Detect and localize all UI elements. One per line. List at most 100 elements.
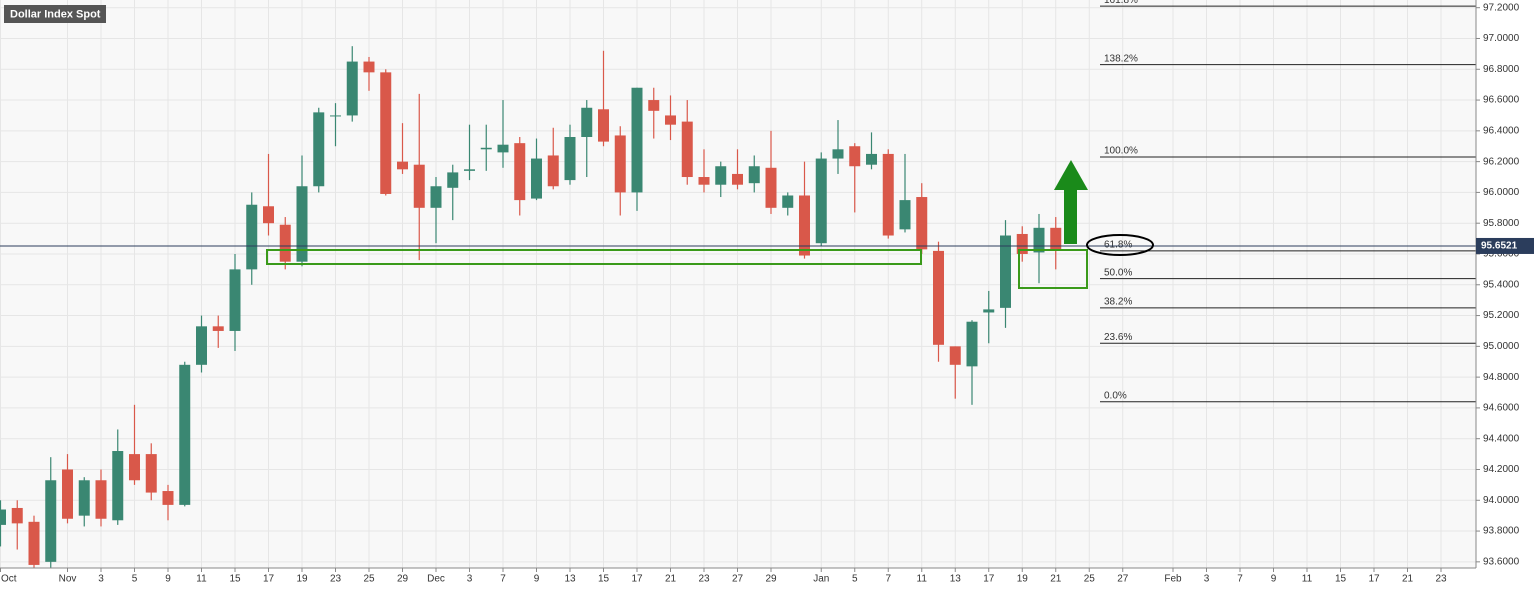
candle-body xyxy=(514,143,526,201)
candle-body xyxy=(648,100,660,111)
y-tick-label: 96.0000 xyxy=(1483,187,1520,198)
x-tick-label: Oct xyxy=(1,574,17,585)
support-box xyxy=(1018,249,1088,289)
y-tick-label: 96.8000 xyxy=(1483,64,1520,75)
candle-body xyxy=(849,146,861,167)
fib-label: 100.0% xyxy=(1104,146,1138,157)
candle-body xyxy=(447,172,459,188)
title-box xyxy=(4,5,106,23)
candle-body xyxy=(363,61,375,73)
candle-body xyxy=(765,167,777,208)
x-tick-label: 21 xyxy=(1050,574,1062,585)
x-tick-label: 9 xyxy=(165,574,171,585)
candle-body xyxy=(78,480,90,516)
candle-body xyxy=(715,166,727,185)
x-tick-label: 25 xyxy=(363,574,375,585)
x-tick-label: 21 xyxy=(1402,574,1414,585)
y-tick-label: 94.6000 xyxy=(1483,403,1520,414)
candle-body xyxy=(933,250,944,345)
candle-body xyxy=(564,136,576,181)
fib-label: 138.2% xyxy=(1104,53,1138,64)
x-tick-label: 13 xyxy=(950,574,962,585)
candle-body xyxy=(313,112,325,187)
candle-body xyxy=(983,309,995,313)
x-tick-label: 23 xyxy=(698,574,710,585)
y-tick-label: 93.8000 xyxy=(1483,526,1520,537)
highlight-ellipse xyxy=(1086,234,1154,256)
x-tick-label: 5 xyxy=(132,574,138,585)
candle-body xyxy=(145,454,157,493)
candle-body xyxy=(330,115,341,117)
candle-body xyxy=(882,153,894,236)
x-tick-label: 15 xyxy=(1335,574,1347,585)
x-tick-label: Jan xyxy=(813,574,829,585)
x-tick-label: 27 xyxy=(732,574,744,585)
y-tick-label: 94.4000 xyxy=(1483,433,1520,444)
candle-body xyxy=(681,121,693,178)
candle-body xyxy=(631,87,643,193)
chart-title: Dollar Index Spot xyxy=(10,8,101,20)
x-tick-label: 3 xyxy=(1204,574,1210,585)
candle-body xyxy=(598,109,609,142)
candle-body xyxy=(246,204,258,270)
candle-body xyxy=(430,186,442,208)
x-tick-label: Dec xyxy=(427,574,445,585)
candle-body xyxy=(832,149,844,159)
candle-body xyxy=(95,480,107,519)
y-tick-label: 95.8000 xyxy=(1483,218,1520,229)
x-tick-label: 25 xyxy=(1084,574,1096,585)
x-tick-label: 29 xyxy=(765,574,777,585)
y-tick-label: 96.2000 xyxy=(1483,156,1520,167)
candle-body xyxy=(614,135,626,193)
x-tick-label: 13 xyxy=(564,574,576,585)
candle-body xyxy=(413,164,425,208)
y-tick-label: 96.6000 xyxy=(1483,95,1520,106)
candle-body xyxy=(112,451,124,521)
candle-body xyxy=(346,61,358,116)
x-tick-label: 29 xyxy=(397,574,409,585)
x-tick-label: 17 xyxy=(631,574,643,585)
x-tick-label: 5 xyxy=(852,574,858,585)
fib-label: 23.6% xyxy=(1104,332,1132,343)
candles xyxy=(0,46,1476,568)
fib-label: 61.8% xyxy=(1104,240,1132,251)
x-tick-label: 9 xyxy=(534,574,540,585)
candle-body xyxy=(581,107,593,137)
x-tick-label: 27 xyxy=(1117,574,1129,585)
x-tick-label: 7 xyxy=(500,574,506,585)
x-tick-label: 7 xyxy=(1237,574,1243,585)
candle-body xyxy=(1000,235,1011,308)
candle-body xyxy=(279,224,291,262)
candle-body xyxy=(179,364,191,505)
x-tick-label: 17 xyxy=(1368,574,1380,585)
x-tick-label: 9 xyxy=(1271,574,1277,585)
candle-body xyxy=(732,173,743,185)
candle-body xyxy=(698,177,710,185)
x-tick-label: 11 xyxy=(1302,574,1313,585)
annotations xyxy=(266,160,1154,289)
fib-label: 50.0% xyxy=(1104,267,1132,278)
y-tick-label: 95.0000 xyxy=(1483,341,1520,352)
x-tick-label: 17 xyxy=(263,574,275,585)
x-tick-label: 19 xyxy=(296,574,308,585)
last-price-label: 95.6521 xyxy=(1481,241,1518,252)
y-tick-label: 97.0000 xyxy=(1483,33,1520,44)
candle-body xyxy=(665,115,676,125)
x-tick-label: 17 xyxy=(983,574,995,585)
candle-body xyxy=(1050,227,1062,250)
candle-body xyxy=(212,326,224,331)
candle-body xyxy=(129,454,140,481)
candle-body xyxy=(497,144,509,153)
candle-body xyxy=(62,469,73,519)
x-tick-label: 23 xyxy=(1435,574,1447,585)
candle-body xyxy=(531,158,542,199)
y-tick-label: 93.6000 xyxy=(1483,556,1520,567)
support-box xyxy=(266,249,922,265)
candle-body xyxy=(464,169,475,171)
x-tick-label: 23 xyxy=(330,574,342,585)
candle-body xyxy=(799,195,810,256)
candle-body xyxy=(815,158,827,244)
y-tick-label: 97.2000 xyxy=(1483,2,1520,13)
candle-body xyxy=(1016,233,1028,254)
